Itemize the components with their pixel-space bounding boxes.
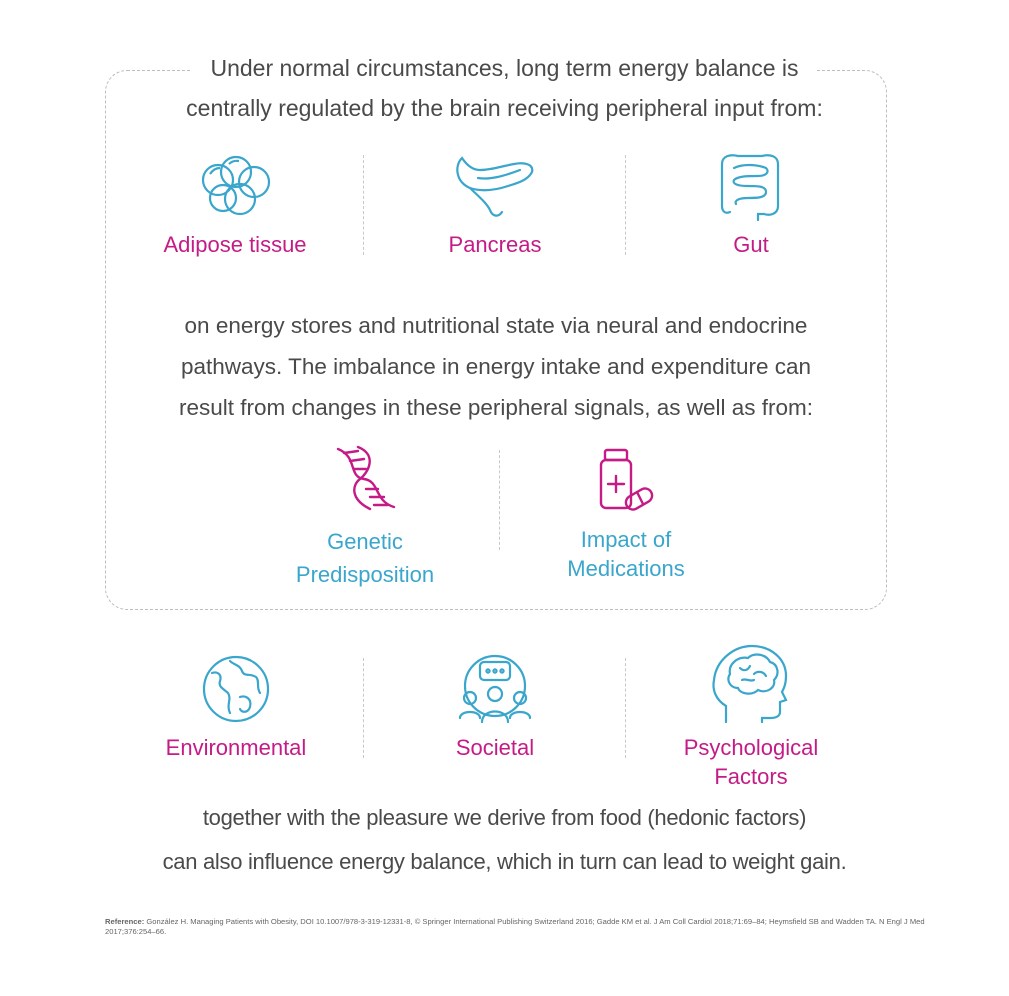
intestine-icon — [712, 150, 788, 224]
globe-icon — [200, 653, 272, 725]
intro-line-1: Under normal circumstances, long term en… — [0, 55, 1009, 82]
head-brain-icon — [706, 640, 792, 726]
label-genetic-predisposition: Genetic Predisposition — [295, 529, 435, 587]
separator — [625, 155, 626, 255]
label-environmental: Environmental — [165, 735, 307, 760]
reference-label: Reference: — [105, 917, 145, 926]
label-gut: Gut — [733, 232, 769, 257]
closing-line-2: can also influence energy balance, which… — [162, 849, 847, 874]
dna-icon — [330, 443, 400, 513]
middle-paragraph: on energy stores and nutritional state v… — [178, 313, 814, 420]
separator — [363, 658, 364, 758]
separator — [625, 658, 626, 758]
label-adipose-tissue: Adipose tissue — [163, 232, 307, 257]
people-group-icon — [456, 652, 534, 726]
separator — [499, 450, 500, 550]
medication-bottle-icon — [595, 446, 657, 518]
adipose-cells-icon — [196, 152, 276, 222]
separator — [363, 155, 364, 255]
closing-line-1: together with the pleasure we derive fro… — [202, 805, 807, 830]
reference-text: González H. Managing Patients with Obesi… — [105, 917, 925, 936]
pancreas-icon — [452, 152, 542, 222]
label-societal: Societal — [455, 735, 535, 760]
reference-note: Reference: González H. Managing Patients… — [105, 917, 925, 937]
intro-line-2: centrally regulated by the brain receivi… — [0, 95, 1009, 122]
label-psychological-factors: Psychological Factors — [683, 735, 819, 789]
label-pancreas: Pancreas — [448, 232, 542, 257]
label-impact-of-medications: Impact of Medications — [567, 527, 685, 581]
